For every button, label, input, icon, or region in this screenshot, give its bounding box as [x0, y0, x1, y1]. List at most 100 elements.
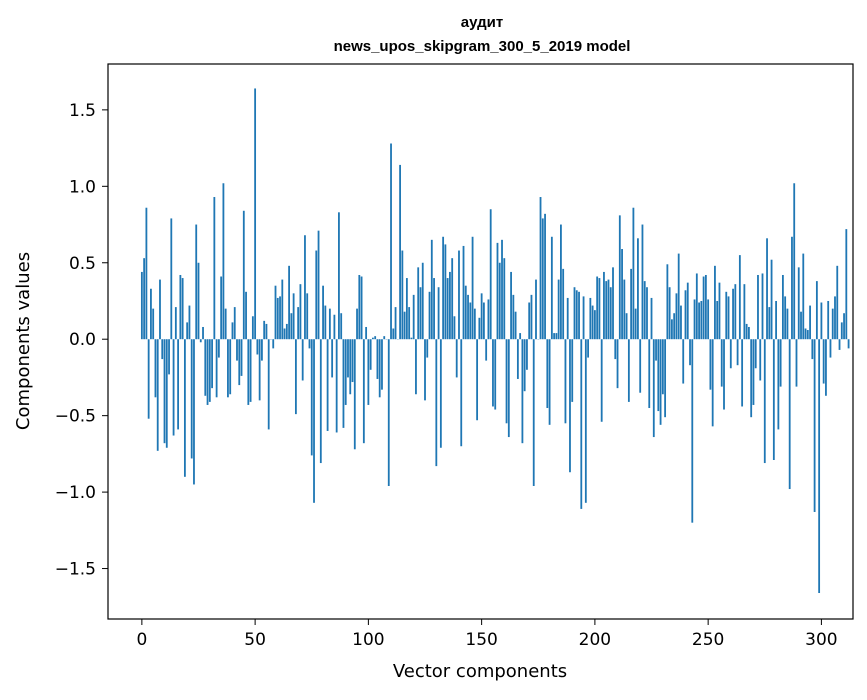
bar-component-81: [324, 306, 326, 340]
y-tick-label: 1.0: [69, 177, 96, 197]
bar-component-24: [195, 225, 197, 340]
bar-component-260: [730, 339, 732, 368]
bar-component-127: [429, 292, 431, 339]
bar-component-186: [562, 269, 564, 339]
bar-component-310: [843, 313, 845, 339]
bar-component-242: [689, 339, 691, 365]
bar-component-46: [245, 292, 247, 339]
bar-component-155: [492, 339, 494, 406]
bar-component-274: [762, 273, 764, 339]
bar-component-92: [349, 339, 351, 394]
bar-component-184: [558, 280, 560, 340]
bar-component-99: [365, 327, 367, 339]
bar-component-148: [476, 339, 478, 420]
bar-component-84: [331, 339, 333, 377]
bar-component-114: [399, 165, 401, 339]
x-tick-label: 50: [244, 630, 266, 650]
x-axis-label: Vector components: [393, 661, 567, 682]
x-tick-label: 100: [352, 630, 384, 650]
bar-component-161: [506, 339, 508, 423]
bar-component-40: [232, 322, 234, 339]
bar-component-218: [635, 309, 637, 340]
bar-component-229: [660, 339, 662, 425]
bar-component-159: [501, 240, 503, 339]
bar-component-216: [630, 269, 632, 339]
bar-component-110: [390, 144, 392, 340]
bar-component-287: [791, 237, 793, 339]
bar-component-215: [628, 339, 630, 402]
bar-component-68: [295, 339, 297, 414]
bar-component-137: [451, 258, 453, 339]
bar-component-163: [510, 272, 512, 339]
bar-component-236: [676, 293, 678, 339]
bar-component-298: [816, 281, 818, 339]
bar-component-89: [343, 339, 345, 428]
bar-component-178: [544, 214, 546, 339]
bar-component-237: [678, 254, 680, 340]
bar-component-7: [157, 339, 159, 451]
y-tick-label: −1.5: [55, 560, 96, 580]
bar-component-18: [182, 278, 184, 339]
bar-component-36: [223, 183, 225, 339]
bar-component-233: [669, 287, 671, 339]
bar-component-195: [583, 296, 585, 339]
bar-component-243: [691, 339, 693, 522]
x-tick-label: 300: [805, 630, 837, 650]
bar-component-266: [743, 284, 745, 339]
bar-component-212: [621, 249, 623, 339]
bar-component-168: [522, 339, 524, 443]
bar-component-123: [420, 287, 422, 339]
bar-component-0: [141, 272, 143, 339]
bar-component-289: [796, 339, 798, 386]
bar-component-291: [800, 312, 802, 340]
bar-component-1: [143, 258, 145, 339]
bar-component-10: [164, 339, 166, 443]
bar-component-55: [266, 324, 268, 339]
bar-component-265: [741, 339, 743, 406]
bar-component-29: [207, 339, 209, 405]
bar-component-164: [512, 295, 514, 339]
bar-component-209: [614, 339, 616, 359]
bar-component-39: [229, 339, 231, 394]
bar-component-33: [216, 339, 218, 397]
bar-component-67: [293, 293, 295, 339]
bar-component-286: [789, 339, 791, 489]
bar-component-193: [578, 292, 580, 339]
bar-component-222: [644, 281, 646, 339]
bar-component-267: [746, 324, 748, 339]
bar-component-124: [422, 263, 424, 339]
bar-component-49: [252, 316, 254, 339]
bar-component-143: [465, 286, 467, 340]
bar-component-22: [191, 339, 193, 458]
bar-component-281: [777, 339, 779, 429]
bar-component-261: [732, 289, 734, 339]
bar-component-66: [290, 313, 292, 339]
bar-component-301: [823, 339, 825, 383]
bar-component-239: [682, 339, 684, 383]
bar-component-120: [413, 295, 415, 339]
bar-component-211: [619, 215, 621, 339]
bar-component-128: [431, 240, 433, 339]
bar-component-149: [478, 318, 480, 339]
bar-component-109: [388, 339, 390, 486]
bar-component-299: [818, 339, 820, 593]
bar-component-17: [179, 275, 181, 339]
bar-component-165: [515, 312, 517, 340]
bar-component-241: [687, 283, 689, 340]
bar-component-6: [155, 339, 157, 397]
bar-component-296: [811, 339, 813, 359]
bar-component-91: [347, 339, 349, 377]
bar-component-197: [587, 339, 589, 357]
bar-component-138: [454, 316, 456, 339]
y-tick-label: 0.5: [69, 254, 96, 274]
bar-component-75: [311, 339, 313, 455]
bar-component-154: [490, 209, 492, 339]
bar-component-234: [671, 319, 673, 339]
bar-component-249: [705, 275, 707, 339]
bar-component-96: [358, 275, 360, 339]
bar-component-115: [401, 251, 403, 340]
bar-component-280: [775, 301, 777, 339]
bar-component-183: [555, 333, 557, 339]
bar-component-312: [848, 339, 850, 348]
bar-component-226: [653, 339, 655, 437]
